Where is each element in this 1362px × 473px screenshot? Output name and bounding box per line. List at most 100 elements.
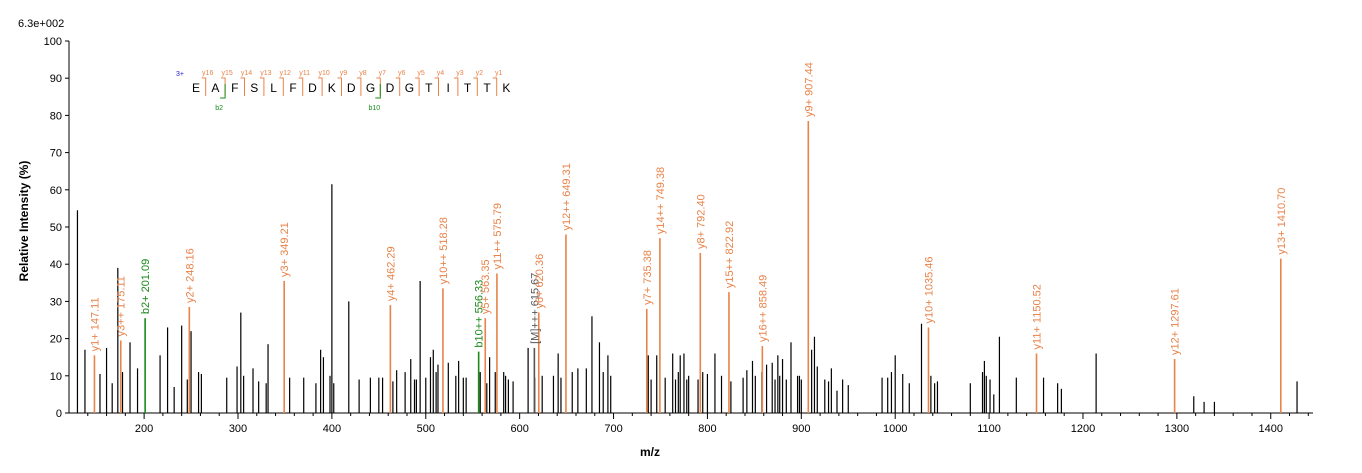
y-ion-label: y9	[340, 70, 348, 77]
x-tick-label: 500	[417, 423, 435, 435]
sequence-residue: G	[405, 81, 414, 95]
peak-label: y10++ 518.28	[438, 217, 450, 284]
axes: 0 10 20 30 40 50 60 70 80 90 100 200 300 400 500 600 700…	[44, 36, 1313, 435]
y-ion-bracket	[318, 77, 323, 96]
b-ion-bracket	[375, 84, 381, 99]
x-tick-label: 1200	[1071, 423, 1095, 435]
peak-label: b2+ 201.09	[140, 259, 152, 314]
y-ion-label: y13	[260, 70, 271, 77]
y-tick-label: 10	[50, 371, 62, 383]
y-ion-bracket	[279, 77, 284, 96]
y-ion-bracket	[473, 77, 478, 96]
peak-label: y14++ 749.38	[655, 167, 667, 234]
y-ion-bracket	[201, 77, 207, 96]
y-axis-title: Relative Intensity (%)	[17, 161, 31, 282]
sequence-residue: K	[328, 81, 336, 95]
y-ion-bracket	[453, 77, 459, 96]
sequence-residue: T	[425, 81, 433, 95]
sequence-residue: F	[289, 81, 296, 95]
y-tick-label: 90	[50, 73, 62, 85]
y-ion-bracket	[221, 77, 226, 96]
sequence-residue: T	[483, 81, 491, 95]
y-ion-bracket	[492, 77, 498, 96]
x-tick-label: 400	[323, 423, 341, 435]
y-ion-label: y3	[456, 70, 464, 77]
sequence-residue: S	[250, 81, 258, 95]
y-tick-label: 0	[56, 408, 62, 420]
y-ion-label: y2	[476, 70, 484, 77]
y-ion-label: y16	[202, 70, 213, 77]
peak-label: y4+ 462.29	[385, 246, 397, 301]
y-ion-bracket	[337, 77, 342, 96]
y-ion-label: y11	[299, 70, 310, 77]
sequence-residue: K	[502, 81, 510, 95]
y-ion-bracket	[298, 77, 304, 96]
peak-label: [M]+++ 615.67	[529, 273, 541, 344]
y-ion-bracket	[240, 77, 245, 96]
sequence-residue: I	[447, 81, 450, 95]
y-ion-bracket	[259, 77, 265, 96]
y-ion-label: y7	[379, 70, 387, 77]
y-tick-label: 70	[50, 148, 62, 160]
y-ion-bracket	[395, 77, 401, 96]
y-tick-label: 40	[50, 259, 62, 271]
peak-label: y3+ 349.21	[279, 222, 291, 277]
b-ion-label: b2	[215, 105, 223, 112]
sequence-residue: L	[270, 81, 277, 95]
peak-labels: y1+ 147.11 y3++ 175.11 b2+ 201.09 y2+ 248.1…	[89, 62, 1287, 355]
x-tick-label: 1000	[883, 423, 907, 435]
y-tick-label: 100	[44, 36, 62, 48]
y-tick-label: 60	[50, 185, 62, 197]
y-tick-label: 80	[50, 110, 62, 122]
x-tick-label: 300	[229, 423, 247, 435]
y-ion-label: y14	[241, 70, 252, 77]
peak-label: y9+ 907.44	[803, 62, 815, 117]
y-ion-label: y8	[359, 70, 367, 77]
x-tick-label: 1400	[1259, 423, 1283, 435]
peak-label: y7+ 735.38	[642, 250, 654, 305]
y-ion-bracket	[356, 77, 362, 96]
y-ion-label: y5	[417, 70, 425, 77]
charge-state: 3+	[176, 71, 184, 78]
x-tick-label: 1300	[1165, 423, 1189, 435]
x-tick-label: 1100	[977, 423, 1001, 435]
y-ion-bracket	[415, 77, 420, 96]
sequence-residue: G	[366, 81, 375, 95]
y-tick-label: 50	[50, 222, 62, 234]
y-ion-bracket	[434, 77, 439, 96]
peak-label: y6+ 620.36	[534, 254, 546, 309]
x-tick-label: 700	[604, 423, 622, 435]
scale-label: 6.3e+002	[18, 18, 64, 30]
peak-label: y1+ 147.11	[89, 297, 101, 351]
peak-label: y12++ 649.31	[561, 163, 573, 230]
y-ion-label: y12	[280, 70, 291, 77]
x-axis-title: m/z	[640, 445, 660, 459]
sequence-residue: T	[464, 81, 472, 95]
b-ion-label: b10	[368, 105, 380, 112]
y-tick-label: 30	[50, 296, 62, 308]
peak-label: y8+ 792.40	[695, 194, 707, 249]
sequence-residue: E	[192, 81, 200, 95]
peak-bars	[76, 120, 1298, 413]
peak-label: y13+ 1410.70	[1276, 188, 1288, 255]
peak-label: y12+ 1297.61	[1170, 288, 1182, 355]
y-ion-label: y15	[221, 70, 232, 77]
x-tick-label: 800	[698, 423, 716, 435]
peak-label: y16++ 858.49	[757, 275, 769, 342]
peak-label: y2+ 248.16	[184, 248, 196, 303]
peak-label: y11+ 1150.52	[1032, 284, 1044, 349]
x-tick-label: 600	[510, 423, 528, 435]
y-tick-label: 20	[50, 334, 62, 346]
peak-label: b10++ 556.33	[474, 280, 486, 348]
peak-label: y11++ 575.79	[492, 203, 504, 269]
b-ion-bracket	[220, 84, 226, 99]
peak-label: y10+ 1035.46	[923, 256, 935, 323]
sequence-residue: D	[386, 81, 395, 95]
x-tick-label: 200	[135, 423, 153, 435]
peak-label: y3++ 175.11	[116, 276, 128, 336]
sequence-residue: D	[347, 81, 356, 95]
y-ion-label: y10	[318, 70, 329, 77]
sequence-residue: F	[231, 81, 238, 95]
